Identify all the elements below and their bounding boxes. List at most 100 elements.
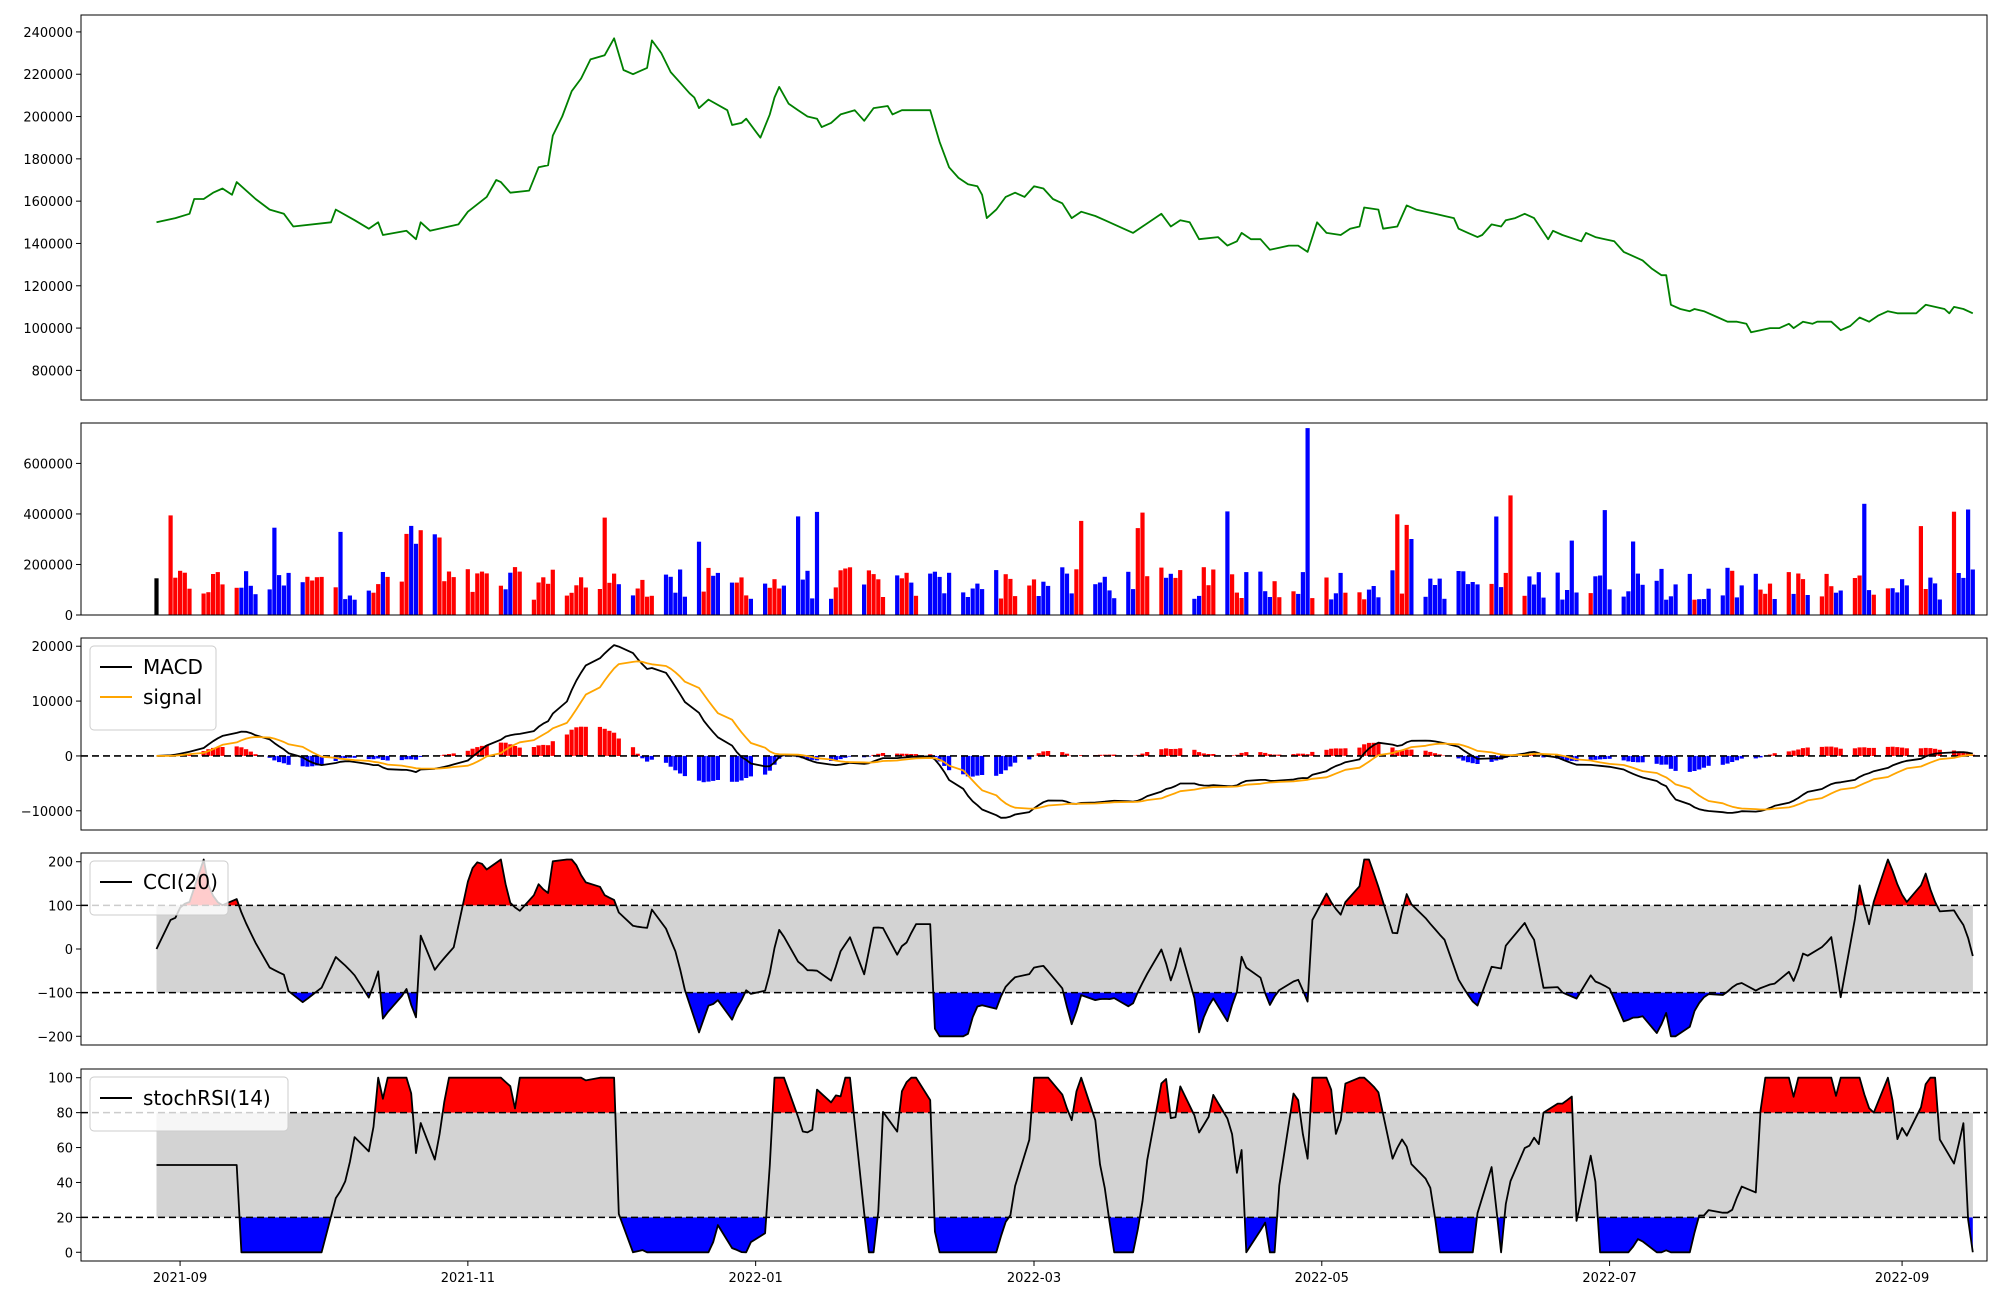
volume-bar xyxy=(1659,568,1664,615)
macd-histogram-bar xyxy=(1852,748,1857,756)
volume-bar xyxy=(1126,571,1131,615)
volume-bar xyxy=(1569,540,1574,615)
macd-histogram-bar xyxy=(347,755,352,758)
macd-histogram-bar xyxy=(942,755,947,766)
volume-bar xyxy=(1423,596,1428,615)
macd-histogram-bar xyxy=(1819,746,1824,756)
volume-bar xyxy=(1961,577,1966,615)
macd-histogram-bar xyxy=(1588,755,1593,761)
volume-bar xyxy=(437,537,442,615)
macd-histogram-bar xyxy=(913,754,919,756)
volume-bar xyxy=(1885,588,1890,615)
macd-histogram-bar xyxy=(1159,749,1164,756)
volume-bar xyxy=(1598,575,1603,615)
volume-bar xyxy=(947,572,952,615)
cci-ytick-label: −100 xyxy=(37,987,73,1002)
volume-bar xyxy=(1008,578,1013,615)
volume-bar xyxy=(187,588,192,615)
x-tick-label: 2022-03 xyxy=(1007,1271,1061,1286)
macd-histogram-bar xyxy=(220,747,225,756)
macd-histogram-bar xyxy=(1918,748,1923,756)
volume-bar xyxy=(1461,571,1466,615)
macd-histogram-bar xyxy=(763,755,768,775)
volume-bar xyxy=(1027,585,1032,615)
volume-bar xyxy=(767,587,772,615)
macd-histogram-bar xyxy=(1064,753,1070,756)
volume-bar xyxy=(748,598,753,615)
macd-histogram-bar xyxy=(1008,755,1013,767)
volume-bar xyxy=(1701,599,1706,615)
volume-bar xyxy=(536,582,541,615)
volume-bar xyxy=(871,574,876,615)
volume-bar xyxy=(876,579,881,615)
stochrsi-band xyxy=(156,1112,1973,1218)
macd-histogram-bar xyxy=(404,755,409,760)
volume-bar xyxy=(470,591,475,615)
volume-bar xyxy=(1687,573,1692,615)
macd-histogram-bar xyxy=(739,755,744,781)
volume-bar xyxy=(310,580,315,615)
stochrsi-overbought-fill xyxy=(374,1077,1938,1113)
macd-histogram-bar xyxy=(1324,749,1329,756)
volume-bar xyxy=(1862,503,1867,615)
volume-bar xyxy=(569,592,574,615)
macd-histogram-bar xyxy=(729,755,735,782)
macd-histogram-bar xyxy=(338,755,343,759)
macd-histogram-bar xyxy=(1244,752,1249,756)
macd-histogram-bar xyxy=(1178,748,1183,756)
volume-bar xyxy=(314,577,319,615)
volume-bar xyxy=(645,596,650,615)
volume-bar xyxy=(763,583,768,615)
volume-bar xyxy=(1541,597,1546,615)
volume-bar xyxy=(385,576,390,615)
macd-histogram-bar xyxy=(1673,755,1678,771)
volume-bar xyxy=(1112,598,1117,615)
macd-histogram-bar xyxy=(310,755,315,767)
macd-ytick-label: −10000 xyxy=(21,805,73,820)
stochrsi-ytick-label: 40 xyxy=(56,1176,73,1191)
macd-histogram-bar xyxy=(706,755,711,782)
macd-histogram-bar xyxy=(748,755,753,777)
volume-bar xyxy=(1343,592,1348,615)
volume-bar xyxy=(1753,573,1758,615)
stochrsi-ytick-label: 0 xyxy=(65,1246,73,1261)
macd-histogram-bar xyxy=(239,747,244,756)
price-ytick-label: 240000 xyxy=(23,26,73,41)
volume-bar xyxy=(1178,570,1183,615)
volume-bar xyxy=(1494,516,1499,615)
volume-bar xyxy=(833,587,838,615)
volume-bar xyxy=(418,530,423,615)
macd-histogram-bar xyxy=(1036,753,1041,756)
volume-bar xyxy=(1437,578,1442,615)
volume-bar xyxy=(1555,572,1560,615)
macd-histogram-bar xyxy=(1291,754,1296,756)
volume-bar xyxy=(1258,571,1263,615)
stochrsi-ytick-label: 60 xyxy=(56,1142,73,1157)
stochrsi-ytick-label: 20 xyxy=(56,1211,73,1226)
macd-histogram-bar xyxy=(1027,755,1032,760)
volume-ytick-label: 0 xyxy=(65,609,73,624)
volume-bar xyxy=(734,582,739,615)
cci-ytick-label: −200 xyxy=(37,1030,73,1045)
volume-bar xyxy=(484,573,489,615)
macd-histogram-bar xyxy=(248,751,253,756)
volume-bar xyxy=(862,584,867,615)
macd-panel: MACD signal −10000 0 10000 20000 xyxy=(21,637,1988,831)
macd-histogram-bar xyxy=(579,726,584,756)
macd-histogram-bar xyxy=(281,755,286,764)
macd-histogram-bar xyxy=(1730,755,1735,762)
volume-bar xyxy=(668,576,673,615)
volume-bar xyxy=(772,579,777,615)
macd-histogram-bar xyxy=(215,747,220,756)
volume-bar xyxy=(1046,585,1051,615)
macd-histogram-bar xyxy=(1923,747,1928,756)
volume-bar xyxy=(281,585,286,615)
volume-bar xyxy=(1263,591,1268,615)
macd-histogram-bar xyxy=(1621,755,1626,761)
volume-bar xyxy=(1895,592,1900,615)
volume-bar xyxy=(1145,576,1150,615)
price-ytick-label: 120000 xyxy=(23,280,73,295)
volume-bar xyxy=(1923,589,1928,615)
price-ytick-label: 100000 xyxy=(23,322,73,337)
